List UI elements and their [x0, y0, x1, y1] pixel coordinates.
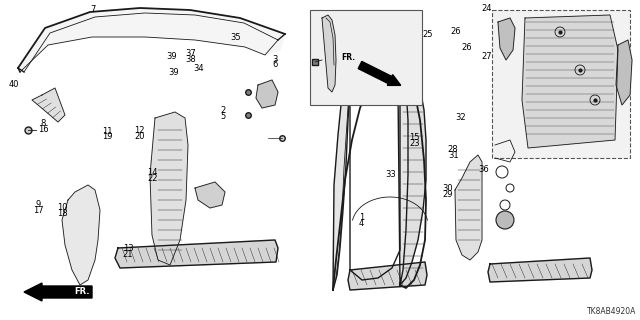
Polygon shape: [195, 182, 225, 208]
Polygon shape: [115, 240, 278, 268]
Text: 15: 15: [410, 133, 420, 142]
Text: 17: 17: [33, 206, 44, 215]
Text: 7: 7: [90, 5, 95, 14]
Polygon shape: [616, 40, 632, 105]
Text: 3: 3: [273, 55, 278, 64]
Text: FR.: FR.: [74, 287, 90, 297]
Text: 14: 14: [147, 168, 157, 177]
Circle shape: [496, 211, 514, 229]
Polygon shape: [348, 262, 427, 290]
Text: 20: 20: [134, 132, 145, 141]
Text: 11: 11: [102, 127, 113, 136]
Text: 1: 1: [359, 213, 364, 222]
Polygon shape: [18, 8, 285, 72]
Text: 26: 26: [462, 43, 472, 52]
Polygon shape: [322, 15, 336, 92]
Text: 26: 26: [451, 27, 461, 36]
Text: 40: 40: [9, 80, 19, 89]
Text: 9: 9: [36, 200, 41, 209]
Text: 32: 32: [456, 113, 466, 122]
FancyArrow shape: [24, 283, 92, 301]
Text: 39: 39: [169, 68, 179, 77]
Text: TK8AB4920A: TK8AB4920A: [587, 307, 636, 316]
Text: 6: 6: [273, 60, 278, 69]
Text: 5: 5: [220, 112, 225, 121]
Text: 30: 30: [443, 184, 453, 193]
Text: 4: 4: [359, 219, 364, 228]
Polygon shape: [256, 80, 278, 108]
Text: 39: 39: [166, 52, 177, 61]
Text: 31: 31: [448, 151, 458, 160]
Text: 36: 36: [478, 165, 488, 174]
Text: FR.: FR.: [341, 53, 355, 62]
Polygon shape: [32, 88, 65, 122]
Text: 21: 21: [123, 250, 133, 259]
Text: 13: 13: [123, 244, 133, 253]
Text: 18: 18: [58, 209, 68, 218]
FancyArrow shape: [358, 61, 401, 85]
Bar: [310, 10, 422, 105]
Text: 19: 19: [102, 132, 113, 141]
Polygon shape: [62, 185, 100, 285]
Polygon shape: [400, 72, 426, 285]
Text: 27: 27: [481, 52, 492, 61]
Polygon shape: [150, 112, 188, 265]
Polygon shape: [455, 155, 482, 260]
Text: 12: 12: [134, 126, 145, 135]
Text: 33: 33: [385, 170, 396, 179]
Text: 29: 29: [443, 190, 453, 199]
Text: 34: 34: [193, 64, 204, 73]
Text: 22: 22: [147, 174, 157, 183]
Polygon shape: [333, 72, 350, 290]
Text: 25: 25: [422, 30, 433, 39]
Text: 16: 16: [38, 125, 49, 134]
Text: 37: 37: [186, 49, 196, 58]
Polygon shape: [398, 75, 408, 285]
Polygon shape: [488, 258, 592, 282]
Text: 10: 10: [58, 203, 68, 212]
Text: 24: 24: [481, 4, 492, 13]
Text: 2: 2: [220, 106, 225, 115]
Polygon shape: [522, 15, 618, 148]
Polygon shape: [498, 18, 515, 60]
Text: 23: 23: [410, 139, 420, 148]
Text: 28: 28: [448, 145, 458, 154]
Bar: [492, 10, 630, 158]
Text: 35: 35: [230, 33, 241, 42]
Text: 8: 8: [41, 119, 46, 128]
Text: 38: 38: [186, 55, 196, 64]
